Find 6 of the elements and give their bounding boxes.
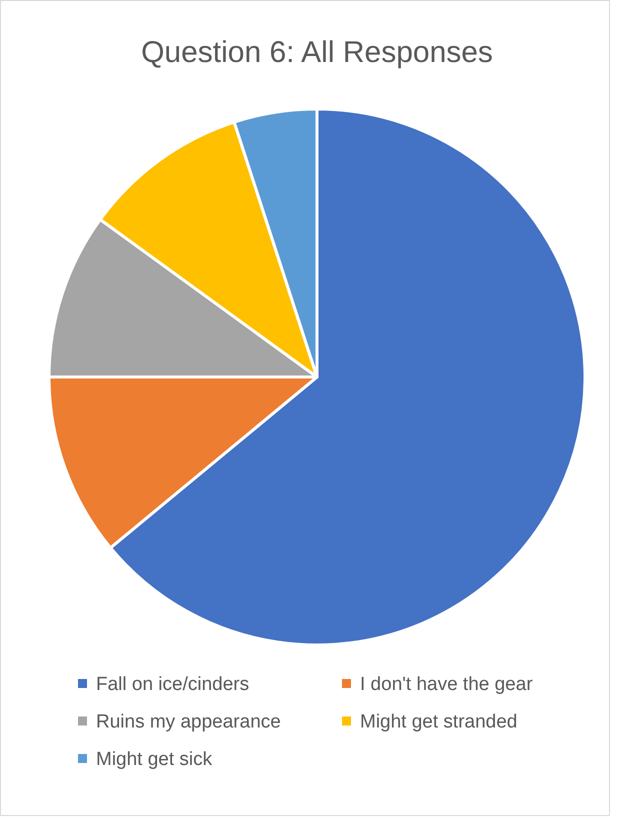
legend-label: Might get sick (96, 749, 213, 770)
legend-label: I don't have the gear (360, 674, 534, 695)
chart-title: Question 6: All Responses (141, 36, 493, 69)
legend-label: Fall on ice/cinders (96, 674, 250, 695)
legend-label: Ruins my appearance (96, 712, 281, 732)
legend-label: Might get stranded (360, 712, 518, 732)
